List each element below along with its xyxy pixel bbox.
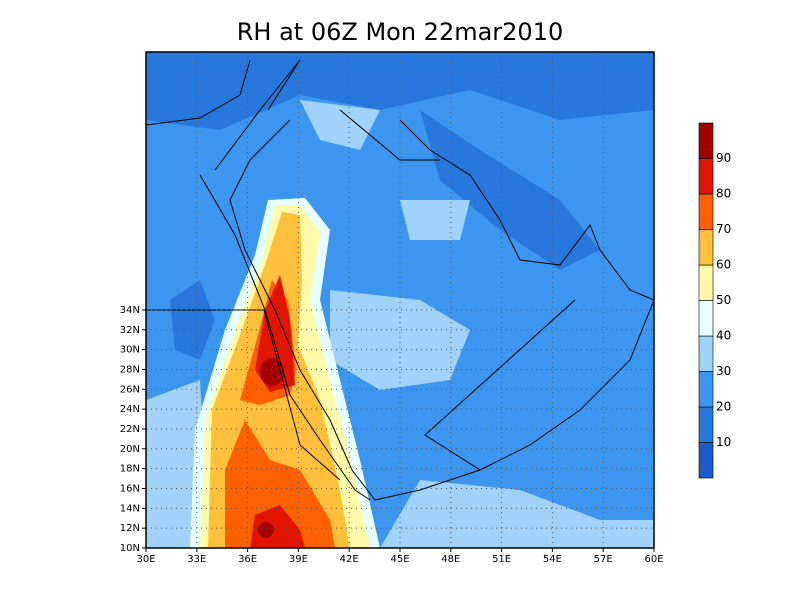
colorbar-label: 90 — [716, 151, 731, 165]
lon-label: 30E — [136, 554, 155, 565]
colorbar-bin — [698, 122, 714, 159]
plot-frame — [145, 51, 655, 549]
field-low — [170, 280, 215, 360]
colorbar-label: 20 — [716, 400, 731, 414]
lat-label: 16N — [120, 483, 140, 494]
lon-label: 33E — [187, 554, 206, 565]
lat-label: 28N — [120, 364, 140, 375]
field-peak — [258, 522, 274, 538]
lon-label: 60E — [644, 554, 663, 565]
colorbar-label: 50 — [716, 293, 731, 307]
lat-label: 12N — [120, 523, 140, 534]
colorbar-bin — [698, 193, 714, 230]
colorbar-bin — [698, 406, 714, 443]
lon-label: 48E — [441, 554, 460, 565]
graticule: 30E 33E 36E 39E 42E 45E 48E 51E 54E 57E 60E 10N 12N 1… — [120, 52, 664, 565]
lon-label: 39E — [289, 554, 308, 565]
colorbar-label: 10 — [716, 435, 731, 449]
lat-label: 10N — [120, 543, 140, 554]
lon-label: 51E — [492, 554, 511, 565]
colorbar-label: 40 — [716, 329, 731, 343]
colorbar-bin — [698, 229, 714, 266]
lon-label: 45E — [390, 554, 409, 565]
lat-label: 24N — [120, 404, 140, 415]
field-mid — [300, 100, 380, 150]
colorbar-bin — [698, 158, 714, 195]
field-mid — [380, 480, 654, 548]
field-mid — [400, 200, 470, 240]
colorbar-bin — [698, 264, 714, 301]
lon-label: 36E — [238, 554, 257, 565]
lat-label: 26N — [120, 384, 140, 395]
rh-field — [146, 52, 654, 548]
lon-label: 54E — [543, 554, 562, 565]
field-mid — [330, 290, 470, 390]
lat-label: 34N — [120, 305, 140, 316]
coastlines — [146, 59, 654, 501]
colorbar-bin — [698, 300, 714, 337]
field-low — [146, 52, 654, 130]
lat-label: 32N — [120, 325, 140, 336]
lon-label: 57E — [594, 554, 613, 565]
map-title: RH at 06Z Mon 22mar2010 — [237, 18, 564, 46]
colorbar-label: 60 — [716, 258, 731, 272]
colorbar-bin — [698, 371, 714, 408]
colorbar-label: 70 — [716, 222, 731, 236]
colorbar-bin — [698, 335, 714, 372]
colorbar-bin — [698, 442, 714, 479]
field-high — [225, 420, 335, 548]
field-low — [420, 110, 600, 270]
lat-label: 18N — [120, 464, 140, 475]
lat-label: 22N — [120, 424, 140, 435]
lat-label: 14N — [120, 503, 140, 514]
lon-label: 42E — [340, 554, 359, 565]
colorbar: 10 20 30 40 50 60 70 80 90 — [698, 122, 731, 479]
lat-label: 30N — [120, 345, 140, 356]
colorbar-label: 30 — [716, 364, 731, 378]
colorbar-label: 80 — [716, 187, 731, 201]
lat-label: 20N — [120, 444, 140, 455]
field-peak — [260, 358, 284, 386]
